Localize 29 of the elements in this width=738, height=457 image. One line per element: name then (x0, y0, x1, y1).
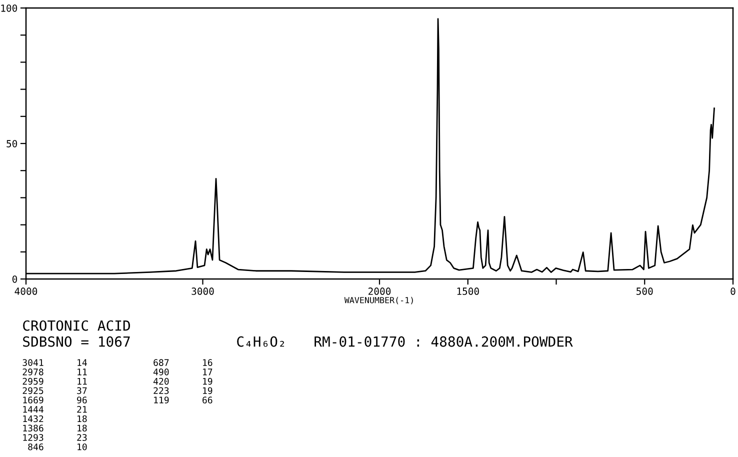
text: 1386 18 (23, 424, 87, 432)
text: CROTONIC ACID (23, 320, 130, 331)
text: 420 19 (153, 378, 212, 385)
text: 1293 23 (23, 434, 87, 441)
y-tick-label: 50 (6, 140, 18, 148)
text: RM-01-01770 : 4880A.200M.POWDER (314, 336, 573, 347)
x-axis-title: WAVENUMBER(-1) (344, 296, 413, 304)
text: 846 10 (28, 443, 87, 450)
text: SDBSNO = 1067 (23, 336, 130, 347)
y-tick-label: 0 (12, 276, 18, 283)
x-tick-label: 4000 (14, 288, 38, 295)
x-tick-label: 2000 (368, 288, 391, 295)
x-tick-label: 1500 (457, 288, 479, 295)
text: 490 17 (153, 368, 212, 376)
text: 2925 37 (22, 387, 87, 394)
text: 2959 11 (22, 378, 87, 385)
x-tick-label: 0 (730, 288, 736, 295)
x-tick-label: 500 (636, 288, 653, 295)
text: 3041 14 (22, 359, 87, 366)
text: 1444 21 (23, 406, 87, 413)
text: 1669 96 (23, 396, 87, 404)
text: 1432 18 (23, 415, 87, 422)
y-tick-label: 100 (1, 4, 18, 12)
text: 119 66 (154, 396, 212, 404)
text: C₄H₆O₂ (237, 336, 284, 347)
x-tick-label: 3000 (192, 288, 214, 295)
text: 687 16 (154, 359, 212, 366)
text: 223 19 (154, 387, 212, 394)
text: 2978 11 (22, 368, 87, 376)
